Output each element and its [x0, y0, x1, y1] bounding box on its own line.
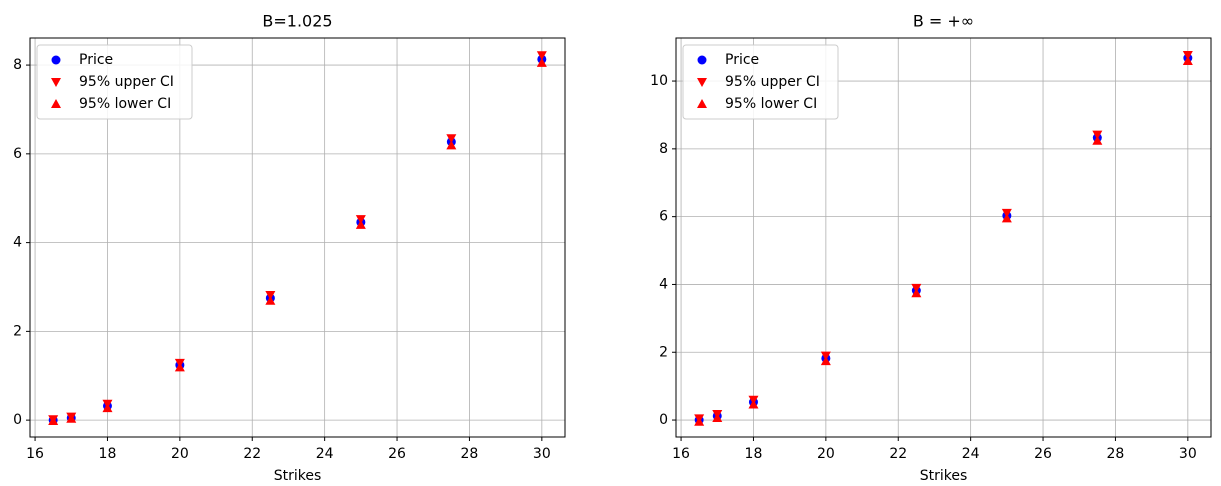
legend-marker	[697, 99, 707, 108]
legend-marker	[51, 78, 61, 87]
x-tick-label: 16	[672, 446, 690, 462]
legend-box	[682, 44, 839, 120]
x-tick-label: 22	[243, 446, 261, 462]
point	[1182, 56, 1193, 66]
x-axis-label: Strikes	[920, 468, 968, 484]
x-tick-label: 16	[26, 446, 44, 462]
chart-title: B = +∞	[913, 12, 974, 31]
point	[820, 356, 831, 366]
chart-title: B=1.025	[262, 12, 332, 31]
legend-marker	[51, 99, 61, 108]
legend-box	[36, 44, 193, 120]
point	[48, 416, 59, 426]
point	[712, 413, 723, 423]
x-tick-label: 28	[461, 446, 479, 462]
legend-marker	[697, 55, 707, 65]
y-tick-label: 2	[13, 323, 22, 339]
y-tick-label: 6	[13, 146, 22, 162]
point	[1092, 130, 1103, 140]
point	[265, 290, 276, 300]
x-tick-label: 26	[1034, 446, 1052, 462]
point	[748, 399, 759, 409]
plot-frame	[675, 37, 1212, 438]
x-tick-label: 20	[817, 446, 835, 462]
point	[536, 51, 547, 61]
legend-label: 95% lower CI	[725, 96, 817, 112]
point	[1001, 213, 1012, 223]
y-tick-label: 0	[13, 412, 22, 428]
legend-label: 95% lower CI	[79, 96, 171, 112]
point	[446, 140, 457, 150]
y-tick-label: 8	[659, 141, 668, 157]
point	[536, 57, 547, 67]
point	[66, 413, 77, 423]
point	[355, 215, 366, 225]
point	[265, 295, 276, 305]
x-tick-label: 30	[1179, 446, 1197, 462]
x-tick-label: 28	[1107, 446, 1125, 462]
legend-label: 95% upper CI	[725, 74, 820, 90]
x-tick-label: 20	[171, 446, 189, 462]
x-tick-label: 24	[316, 446, 334, 462]
legend-marker	[697, 78, 707, 87]
legend-label: 95% upper CI	[79, 74, 174, 90]
x-tick-label: 24	[962, 446, 980, 462]
point	[102, 403, 113, 413]
x-tick-label: 18	[745, 446, 763, 462]
x-tick-label: 22	[889, 446, 907, 462]
x-tick-label: 18	[99, 446, 117, 462]
point	[174, 362, 185, 372]
plot-frame	[29, 37, 566, 438]
x-tick-label: 30	[533, 446, 551, 462]
point	[911, 288, 922, 298]
legend-label: Price	[79, 52, 113, 68]
y-tick-label: 4	[659, 276, 668, 292]
point	[1182, 50, 1193, 60]
y-tick-label: 8	[13, 57, 22, 73]
point	[446, 134, 457, 144]
y-tick-label: 2	[659, 344, 668, 360]
point	[355, 219, 366, 229]
y-tick-label: 0	[659, 412, 668, 428]
y-tick-label: 10	[650, 73, 668, 89]
y-tick-label: 6	[659, 209, 668, 225]
point	[694, 416, 705, 426]
legend-label: Price	[725, 52, 759, 68]
legend-marker	[51, 55, 61, 65]
x-axis-label: Strikes	[274, 468, 322, 484]
y-tick-label: 4	[13, 235, 22, 251]
point	[1092, 135, 1103, 145]
x-tick-label: 26	[388, 446, 406, 462]
